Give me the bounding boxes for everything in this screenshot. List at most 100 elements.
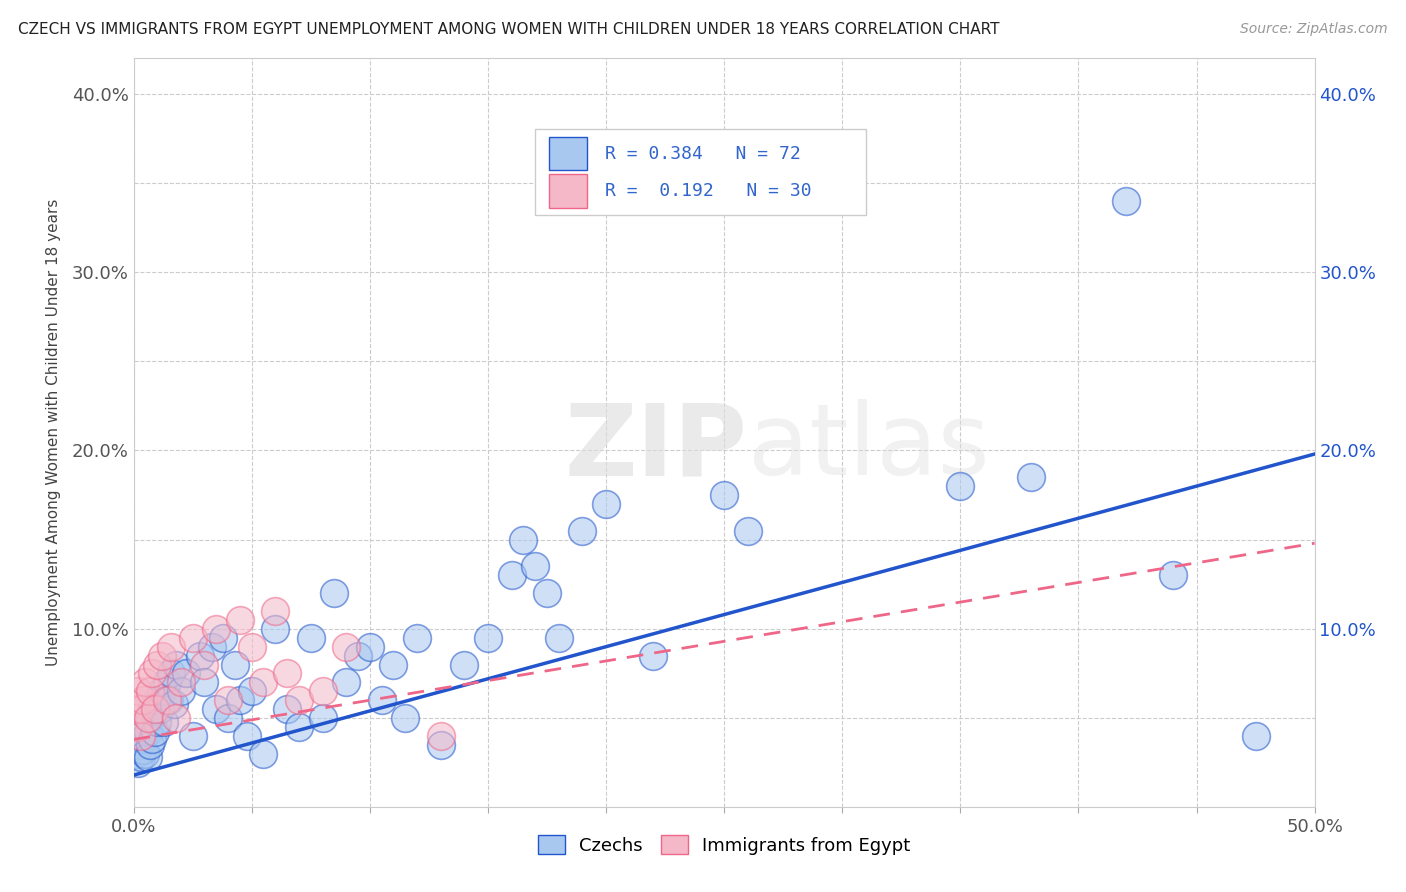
Point [217,711,239,725]
Point [252,747,274,761]
Point [143,702,166,716]
Bar [550,174,588,208]
Point [524,559,547,574]
Point [347,648,370,663]
Point [160,640,183,654]
Point [139,684,162,698]
Point [146,693,169,707]
Point [127,684,149,698]
Point [136,711,159,725]
Point [170,684,193,698]
Point [153,714,176,729]
Point [335,675,357,690]
Text: CZECH VS IMMIGRANTS FROM EGYPT UNEMPLOYMENT AMONG WOMEN WITH CHILDREN UNDER 18 Y: CZECH VS IMMIGRANTS FROM EGYPT UNEMPLOYM… [18,22,1000,37]
Point [146,714,169,729]
Point [276,666,298,681]
Point [132,693,155,707]
Point [335,640,357,654]
Point [125,702,148,716]
Point [132,732,155,747]
Point [949,479,972,493]
Point [382,657,405,672]
Text: R = 0.384   N = 72: R = 0.384 N = 72 [605,145,800,162]
Point [299,631,322,645]
Point [276,702,298,716]
Point [129,750,152,764]
Point [134,675,156,690]
Point [359,640,381,654]
Point [156,693,179,707]
Point [501,568,523,582]
Text: atlas: atlas [748,399,990,496]
Point [170,675,193,690]
Point [139,738,162,752]
Point [139,711,162,725]
Point [141,732,163,747]
Point [1019,470,1042,484]
Point [205,702,228,716]
Point [236,729,259,743]
Point [193,675,215,690]
Point [311,711,333,725]
Point [429,729,451,743]
Point [205,622,228,636]
Point [252,675,274,690]
Text: ZIP: ZIP [565,399,748,496]
Legend: Czechs, Immigrants from Egypt: Czechs, Immigrants from Egypt [530,828,918,862]
Point [125,747,148,761]
Point [229,693,252,707]
Point [240,684,263,698]
Point [193,657,215,672]
Point [264,622,287,636]
Point [129,729,152,743]
Point [143,725,166,739]
Point [429,738,451,752]
Y-axis label: Unemployment Among Women with Children Under 18 years: Unemployment Among Women with Children U… [46,199,60,666]
Point [689,176,711,190]
Point [188,648,211,663]
Point [240,640,263,654]
Point [737,524,759,538]
Point [163,697,186,711]
Point [571,524,593,538]
Text: R =  0.192   N = 30: R = 0.192 N = 30 [605,182,811,200]
Bar [550,136,588,170]
Point [1115,194,1137,208]
Point [127,756,149,770]
Point [477,631,499,645]
Point [132,743,155,757]
Point [394,711,416,725]
Point [157,693,180,707]
Point [174,666,197,681]
Point [370,693,392,707]
Point [136,750,159,764]
Point [165,711,187,725]
Point [165,657,187,672]
Point [1161,568,1184,582]
Point [406,631,429,645]
Point [146,657,169,672]
Point [229,613,252,627]
Point [547,631,569,645]
Point [536,586,558,600]
Point [212,631,235,645]
Point [134,720,156,734]
Point [643,648,665,663]
Point [134,747,156,761]
Point [1244,729,1267,743]
Point [127,738,149,752]
Point [217,693,239,707]
Point [141,666,163,681]
Point [512,533,534,547]
Point [129,702,152,716]
Point [136,725,159,739]
Point [224,657,246,672]
Point [264,604,287,618]
Point [127,720,149,734]
Point [156,675,179,690]
Point [311,684,333,698]
Point [200,640,222,654]
Point [160,666,183,681]
Text: Source: ZipAtlas.com: Source: ZipAtlas.com [1240,22,1388,37]
FancyBboxPatch shape [536,129,866,215]
